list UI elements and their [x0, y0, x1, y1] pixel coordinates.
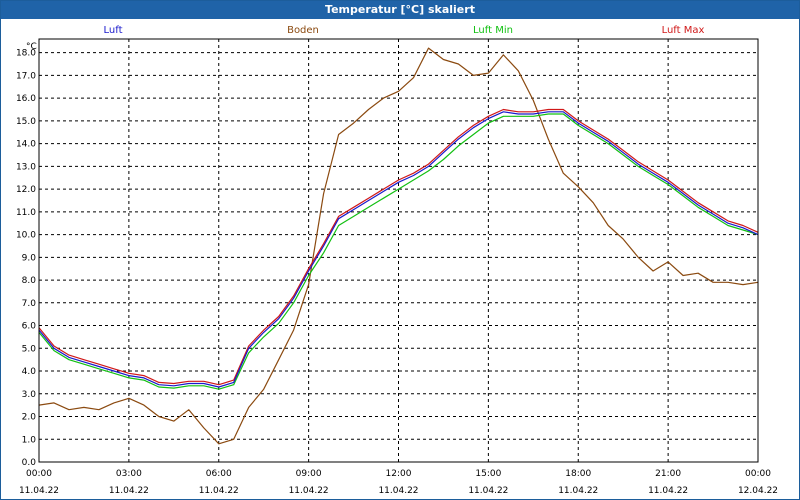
window-title: Temperatur [°C] skaliert: [1, 1, 799, 19]
series-line-luft-min: [38, 113, 759, 390]
y-tick-label: 14.0: [16, 140, 36, 150]
series-lines: [38, 47, 759, 445]
y-tick-label: 10.0: [16, 231, 36, 241]
y-tick-label: 11.0: [16, 208, 36, 218]
legend: Luft Boden Luft Min Luft Max: [104, 25, 705, 36]
y-tick-label: 2.0: [22, 413, 37, 423]
x-tick-time: 12:00: [386, 469, 412, 479]
y-tick-label: 3.0: [22, 390, 37, 400]
y-tick-label: 6.0: [22, 322, 37, 332]
series-line-luft-max: [38, 108, 759, 386]
y-tick-label: 5.0: [22, 344, 37, 354]
x-tick-time: 03:00: [116, 469, 142, 479]
x-tick-time: 00:00: [26, 469, 52, 479]
y-tick-label: 15.0: [16, 117, 36, 127]
y-tick-label: 12.0: [16, 185, 36, 195]
y-tick-label: 9.0: [22, 253, 37, 263]
series-line-luft: [38, 111, 759, 388]
legend-entry-luft: Luft: [104, 25, 123, 36]
x-tick-time: 00:00: [745, 469, 771, 479]
y-axis-label: °C: [26, 42, 37, 52]
grid: [39, 39, 758, 462]
x-tick-time: 15:00: [475, 469, 501, 479]
y-tick-label: 17.0: [16, 71, 36, 81]
x-tick-date: 11.04.22: [19, 486, 59, 496]
x-tick-time: 18:00: [565, 469, 591, 479]
y-tick-label: 18.0: [16, 49, 36, 59]
x-tick-date: 11.04.22: [468, 486, 508, 496]
x-ticks: 00:00 11.04.22 03:00 11.04.22 06:00 11.04.22 0…: [19, 469, 778, 496]
y-tick-label: 8.0: [22, 276, 37, 286]
y-ticks: 0.0 1.0 2.0 3.0 4.0 5.0 6.0 7.0 8.0 9.0 10.0 11.0 12…: [16, 49, 36, 468]
legend-entry-luft-min: Luft Min: [473, 25, 513, 36]
x-tick-date: 12.04.22: [738, 486, 778, 496]
x-tick-date: 11.04.22: [109, 486, 149, 496]
plot-border: [38, 38, 759, 463]
x-tick-date: 11.04.22: [289, 486, 329, 496]
y-tick-label: 7.0: [22, 299, 37, 309]
x-tick-date: 11.04.22: [648, 486, 688, 496]
y-tick-label: 13.0: [16, 162, 36, 172]
x-tick-date: 11.04.22: [199, 486, 239, 496]
x-tick-time: 06:00: [206, 469, 232, 479]
x-tick-time: 09:00: [296, 469, 322, 479]
x-tick-date: 11.04.22: [558, 486, 598, 496]
y-tick-label: 1.0: [22, 435, 37, 445]
x-tick-time: 21:00: [655, 469, 681, 479]
legend-entry-luft-max: Luft Max: [662, 25, 705, 36]
y-tick-label: 4.0: [22, 367, 37, 377]
y-tick-label: 0.0: [22, 458, 37, 468]
y-tick-label: 16.0: [16, 94, 36, 104]
series-line-boden: [38, 47, 759, 445]
x-tick-date: 11.04.22: [378, 486, 418, 496]
legend-entry-boden: Boden: [287, 25, 319, 36]
